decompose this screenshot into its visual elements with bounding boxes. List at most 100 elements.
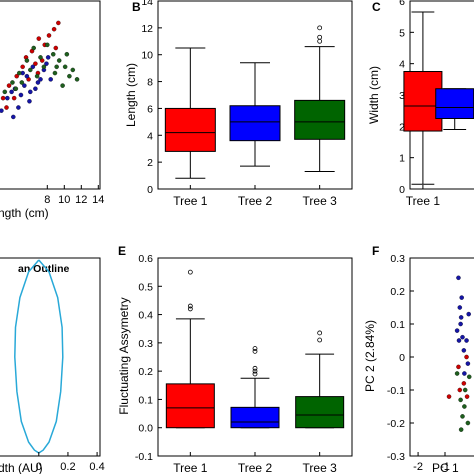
- panel-b-y-tick-label: 12: [141, 23, 153, 35]
- panel-f-y-tick-label: 0.3: [390, 253, 405, 265]
- panel-a-point-series-2: [45, 55, 51, 60]
- panel-d-x-tick-label: 0.4: [89, 461, 104, 473]
- panel-e-y-tick-label: 0.3: [138, 338, 153, 350]
- panel-c-box: [403, 71, 443, 132]
- panel-d-outline-curve: [14, 259, 64, 454]
- panel-a-point-series-3: [56, 58, 62, 63]
- panel-a-point-series-3: [34, 73, 40, 79]
- panel-a-point-series-3: [38, 55, 43, 60]
- panel-f-point-series-1: [459, 295, 464, 300]
- panel-b-box: [164, 107, 216, 152]
- panel-a-point-series-2: [9, 89, 14, 95]
- panel-a-point-series-1: [20, 64, 25, 70]
- panel-e-y-axis-label: Fluctuating Assymetry: [117, 297, 131, 414]
- panel-e-outlier: [187, 303, 193, 309]
- panel-f-y-tick-label: -0.2: [387, 418, 405, 430]
- panel-e-y-tick-label: 0.1: [138, 394, 153, 406]
- panel-a-point-series-1: [46, 33, 52, 38]
- panel-a-point-series-2: [48, 77, 53, 82]
- panel-e-x-tick-label: Tree 2: [238, 461, 273, 474]
- panel-a-point-series-3: [67, 73, 72, 79]
- panel-c-y-tick-label: 3: [399, 90, 405, 102]
- panel-b-y-axis-label: Length (cm): [124, 63, 138, 127]
- panel-b-y-tick-label: 8: [147, 77, 153, 89]
- panel-e-outlier: [187, 306, 193, 312]
- panel-f-point-series-3: [462, 404, 467, 409]
- panel-f-x-tick-label: -2: [413, 461, 423, 473]
- panel-e-box: [295, 396, 345, 429]
- panel-f-point-series-1: [465, 361, 471, 366]
- panel-a-point-series-3: [70, 67, 76, 73]
- panel-c-y-tick-label: 1: [399, 153, 405, 165]
- panel-b-x-tick-label: Tree 1: [173, 194, 208, 208]
- panel-a-point-series-3: [10, 80, 15, 85]
- panel-d-x-tick-label: 0: [36, 461, 42, 473]
- panel-f-point-series-3: [462, 387, 468, 393]
- panel-f-point-series-1: [461, 348, 467, 353]
- panel-b-y-tick-label: 14: [141, 0, 153, 8]
- panel-a-point-series-2: [24, 73, 30, 79]
- panel-a-point-series-2: [44, 61, 49, 66]
- panel-e-outlier: [252, 346, 258, 351]
- panel-e-outlier: [252, 368, 258, 374]
- panel-f-point-series-1: [462, 371, 467, 376]
- panel-f-x-axis-label: PC 1: [432, 461, 459, 474]
- panel-f-x-tick-label: -1: [440, 461, 450, 473]
- panel-a-point-series-2: [11, 114, 16, 120]
- panel-f-point-series-2: [464, 354, 469, 360]
- panel-a-point-series-2: [0, 108, 4, 113]
- panel-e-y-tick-label: 0.6: [138, 253, 153, 265]
- panel-b-outlier: [317, 34, 323, 40]
- panel-f-point-series-2: [464, 394, 470, 399]
- panel-d-x-axis-label: dth (AU): [0, 461, 43, 474]
- panel-f-point-series-3: [465, 420, 471, 426]
- panel-a-point-series-1: [14, 73, 19, 79]
- panel-f-y-tick-label: 0.1: [390, 319, 405, 331]
- panel-a-x-tick-label: 8: [44, 194, 50, 206]
- panel-b-x-tick-label: Tree 2: [238, 194, 273, 208]
- panel-f-point-series-3: [454, 371, 460, 376]
- panel-c-x-tick-label: Tree 1: [406, 194, 441, 208]
- panel-a-point-series-1: [0, 95, 6, 101]
- panel-a-point-series-1: [4, 105, 9, 110]
- panel-a-point-series-2: [30, 64, 36, 70]
- panel-a-point-series-3: [51, 52, 56, 57]
- panel-e-y-tick-label: 0.5: [138, 281, 153, 293]
- panel-b-x-tick-label: Tree 3: [303, 194, 338, 208]
- panel-f-point-series-1: [466, 311, 471, 317]
- panel-a-point-series-2: [18, 92, 24, 98]
- panel-f-point-series-1: [456, 338, 462, 343]
- panel-a-point-series-2: [33, 86, 38, 91]
- panel-d-frame: [0, 257, 101, 457]
- panel-e-y-tick-label: -0.1: [135, 451, 153, 463]
- panel-a-frame: [0, 0, 101, 190]
- panel-label-c: C: [372, 0, 381, 14]
- panel-a-point-series-2: [5, 95, 10, 101]
- panel-a-point-series-3: [13, 86, 19, 91]
- panel-f-point-series-1: [460, 334, 465, 340]
- panel-f-point-series-1: [457, 305, 463, 310]
- panel-e-outlier: [252, 365, 258, 371]
- panel-c-y-tick-label: 0: [399, 184, 405, 196]
- panel-f-point-series-1: [458, 321, 463, 327]
- panel-a-x-tick-label: 12: [75, 194, 87, 206]
- panel-d-x-tick-label: 0.2: [60, 461, 75, 473]
- panel-c-y-tick-label: 4: [399, 59, 405, 71]
- panel-a-point-series-3: [41, 64, 47, 70]
- panel-a-point-series-3: [52, 70, 58, 76]
- panel-a-point-series-1: [36, 36, 42, 41]
- panel-f-point-series-1: [464, 338, 469, 343]
- panel-f-point-series-3: [458, 427, 464, 432]
- panel-b-box: [294, 99, 346, 140]
- panel-a-x-axis-label: ngth (cm): [0, 206, 49, 220]
- panel-label-b: B: [132, 0, 141, 14]
- panel-c-y-tick-label: 5: [399, 27, 405, 39]
- panel-f-point-series-1: [454, 328, 460, 333]
- panel-b-y-tick-label: 4: [147, 130, 153, 142]
- panel-f-point-series-1: [458, 315, 464, 320]
- panel-a-point-series-3: [2, 89, 8, 95]
- panel-e-outlier: [252, 348, 258, 354]
- panel-label-e: E: [118, 244, 126, 258]
